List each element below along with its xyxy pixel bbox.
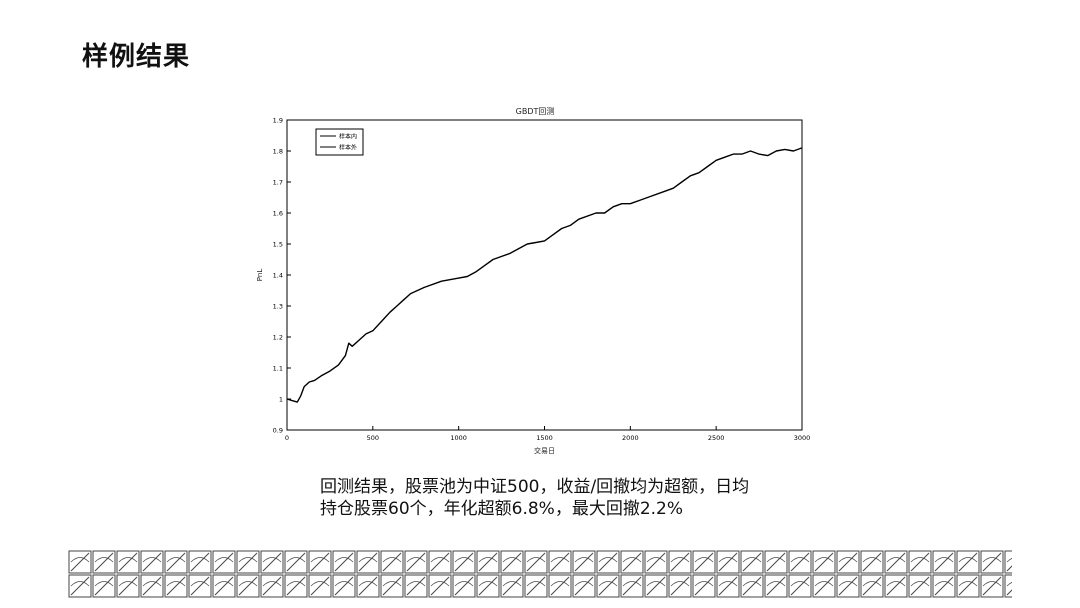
y-tick-label: 0.9 bbox=[273, 427, 283, 435]
y-axis-label: PnL bbox=[256, 269, 264, 282]
y-tick-label: 1.3 bbox=[273, 303, 283, 311]
x-tick-label: 1500 bbox=[536, 434, 553, 442]
legend-label-1: 样本内 bbox=[339, 133, 357, 141]
series-lines bbox=[286, 147, 803, 403]
x-tick-label: 2500 bbox=[708, 434, 725, 442]
caption: 回测结果，股票池为中证500，收益/回撤均为超额，日均 持仓股票60个，年化超额… bbox=[320, 476, 800, 520]
x-tick-label: 1000 bbox=[450, 434, 467, 442]
y-tick-label: 1.6 bbox=[273, 210, 283, 218]
axis-ticks: 0 500 1000 1500 2000 2500 3000 0.9 1 1.1 1.2 1.3 1.4… bbox=[273, 117, 811, 443]
pnl-line-chart: GBDT回测 0 500 1000 1500 2000 2500 3000 0.9 1 1.1 1.… bbox=[256, 107, 811, 455]
x-tick-label: 500 bbox=[367, 434, 379, 442]
x-tick-label: 3000 bbox=[794, 434, 811, 442]
decorative-footer-pattern bbox=[68, 550, 1012, 598]
y-tick-label: 1.4 bbox=[273, 272, 283, 280]
y-tick-label: 1.7 bbox=[273, 179, 283, 187]
chart-title: GBDT回测 bbox=[516, 107, 555, 116]
y-tick-label: 1.1 bbox=[273, 365, 283, 373]
x-tick-label: 2000 bbox=[622, 434, 639, 442]
slide-title: 样例结果 bbox=[82, 42, 191, 72]
y-tick-label: 1.2 bbox=[273, 334, 283, 342]
chart-container: GBDT回测 0 500 1000 1500 2000 2500 3000 0.9 1 1.1 1.… bbox=[250, 100, 820, 465]
legend: 样本内 样本外 bbox=[315, 128, 364, 156]
y-tick-label: 1.9 bbox=[273, 117, 283, 125]
caption-line-1: 回测结果，股票池为中证500，收益/回撤均为超额，日均 bbox=[320, 477, 750, 497]
legend-label-2: 样本外 bbox=[339, 144, 357, 152]
x-tick-label: 0 bbox=[285, 434, 289, 442]
plot-frame bbox=[286, 119, 803, 431]
y-tick-label: 1.5 bbox=[273, 241, 283, 249]
caption-line-2: 持仓股票60个，年化超额6.8%，最大回撤2.2% bbox=[320, 499, 684, 519]
y-tick-label: 1.8 bbox=[273, 148, 283, 156]
legend-box bbox=[315, 128, 364, 156]
series-line-1 bbox=[286, 147, 803, 403]
y-tick-label: 1 bbox=[279, 396, 283, 404]
x-axis-label: 交易日 bbox=[534, 446, 555, 455]
